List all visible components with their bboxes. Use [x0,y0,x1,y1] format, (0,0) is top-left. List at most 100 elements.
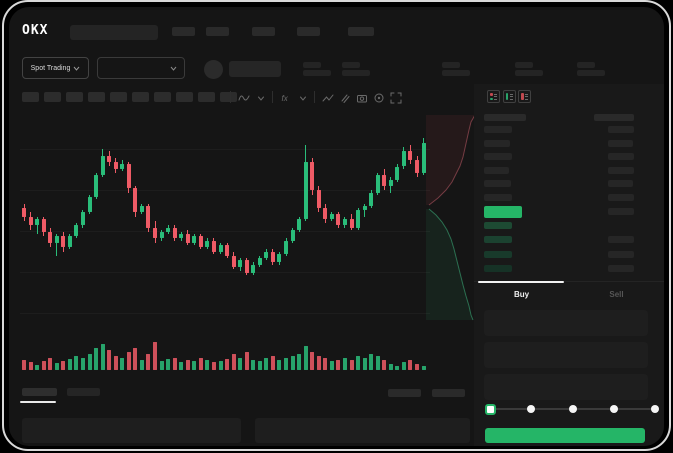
nav-item-5[interactable] [348,27,374,36]
volume-bar [362,358,367,370]
nav-item-2[interactable] [206,27,229,36]
candle-body [238,260,243,267]
last-price-bar[interactable] [484,206,522,218]
candle-body [218,244,223,252]
candle-body [284,240,288,254]
pair-avatar[interactable] [204,60,223,79]
volume-bar [74,356,79,370]
slider-stop[interactable] [651,405,659,413]
book-bids-icon[interactable] [502,90,516,103]
app-window: OKX Spot Trading fx Buy [9,7,664,446]
ask-price-placeholder [484,193,512,201]
volume-bar [159,361,164,370]
ask-amount-placeholder [608,126,634,133]
stat-label-1 [303,62,321,68]
bottom-link-1[interactable] [388,389,421,397]
timeframe-button-7[interactable] [154,92,171,102]
candle-body [270,251,275,263]
order-input-3[interactable] [484,374,648,400]
timeframe-button-9[interactable] [198,92,215,102]
candle-body [421,142,426,174]
candle-body [80,212,85,226]
candle-body [336,214,341,226]
orderbook-bid-row[interactable] [474,236,664,245]
nav-item-4[interactable] [297,27,320,36]
candle-body [415,159,419,174]
candle-body [211,240,216,252]
fx-icon[interactable]: fx [280,91,292,103]
spot-trading-dropdown[interactable]: Spot Trading [22,57,89,79]
fullscreen-icon[interactable] [390,91,402,104]
eraser-icon[interactable] [339,91,351,103]
tab-buy[interactable]: Buy [513,290,530,299]
slider-stop[interactable] [609,405,618,413]
tab-sell[interactable]: Sell [609,290,624,299]
volume-bar [369,354,374,370]
volume-bar [225,359,230,370]
timeframe-button-2[interactable] [44,92,61,102]
wave-icon[interactable] [238,91,250,103]
timeframe-button-10[interactable] [220,92,237,102]
volume-bar [329,361,334,370]
volume-bar [231,354,236,370]
chevron-down-icon [73,66,80,71]
timeframe-button-6[interactable] [132,92,149,102]
orderbook-bid-row[interactable] [474,222,664,231]
orderbook-bid-row[interactable] [474,264,664,274]
candle-body [225,244,230,256]
orderbook-header-amount [594,114,634,121]
candle-body [375,175,380,193]
timeframe-button-4[interactable] [88,92,105,102]
chart-gridline-4 [20,272,430,273]
orderbook-ask-row[interactable] [474,193,664,203]
camera-icon[interactable] [356,91,368,103]
candle-body [251,264,256,274]
timeframe-button-5[interactable] [110,92,127,102]
order-input-2[interactable] [484,342,648,368]
book-split-icon[interactable] [487,90,500,103]
volume-bar [94,348,99,370]
nav-item-3[interactable] [252,27,275,36]
bottom-tab-1[interactable] [22,388,57,396]
nav-item-1[interactable] [172,27,195,36]
timeframe-button-8[interactable] [176,92,193,102]
timeframe-button-1[interactable] [22,92,39,102]
candle-body [362,205,367,211]
slider-stop[interactable] [568,405,577,413]
orderbook-bid-row[interactable] [474,250,664,260]
settings-icon[interactable] [373,91,385,103]
buy-submit-button[interactable] [485,428,645,443]
buy-sell-tabbar: Buy Sell [474,281,664,307]
timeframe-button-3[interactable] [66,92,83,102]
bottom-link-2[interactable] [432,389,465,397]
bottom-tab-2[interactable] [67,388,100,396]
chart-gridline-5 [20,313,430,314]
volume-bar [54,363,59,370]
book-asks-icon[interactable] [518,90,531,103]
orderbook-ask-row[interactable] [474,153,664,162]
chevron-down-icon[interactable] [297,91,309,103]
orderbook-ask-row[interactable] [474,166,664,176]
bid-price-placeholder [484,264,512,272]
zigzag-icon[interactable] [322,91,334,103]
orderbook-ask-row[interactable] [474,126,664,135]
slider-handle[interactable] [484,403,496,415]
order-input-1[interactable] [484,310,648,336]
pair-filter-dropdown[interactable] [97,57,185,79]
okx-logo[interactable]: OKX [22,23,49,38]
chevron-down-icon[interactable] [255,91,267,103]
stat-value-5 [577,70,605,76]
chart-gridline-2 [20,190,430,191]
stat-label-3 [442,62,460,68]
orderbook-ask-row[interactable] [474,139,664,149]
candle-body [48,231,53,243]
stat-label-2 [342,62,360,68]
orderbook-ask-row[interactable] [474,180,664,189]
candle-body [329,214,334,219]
search-input[interactable] [70,25,158,40]
candle-body [61,236,66,248]
volume-bar [342,358,347,370]
slider-stop[interactable] [527,405,536,413]
volume-bar [323,358,328,370]
candlestick-chart[interactable] [20,112,430,330]
